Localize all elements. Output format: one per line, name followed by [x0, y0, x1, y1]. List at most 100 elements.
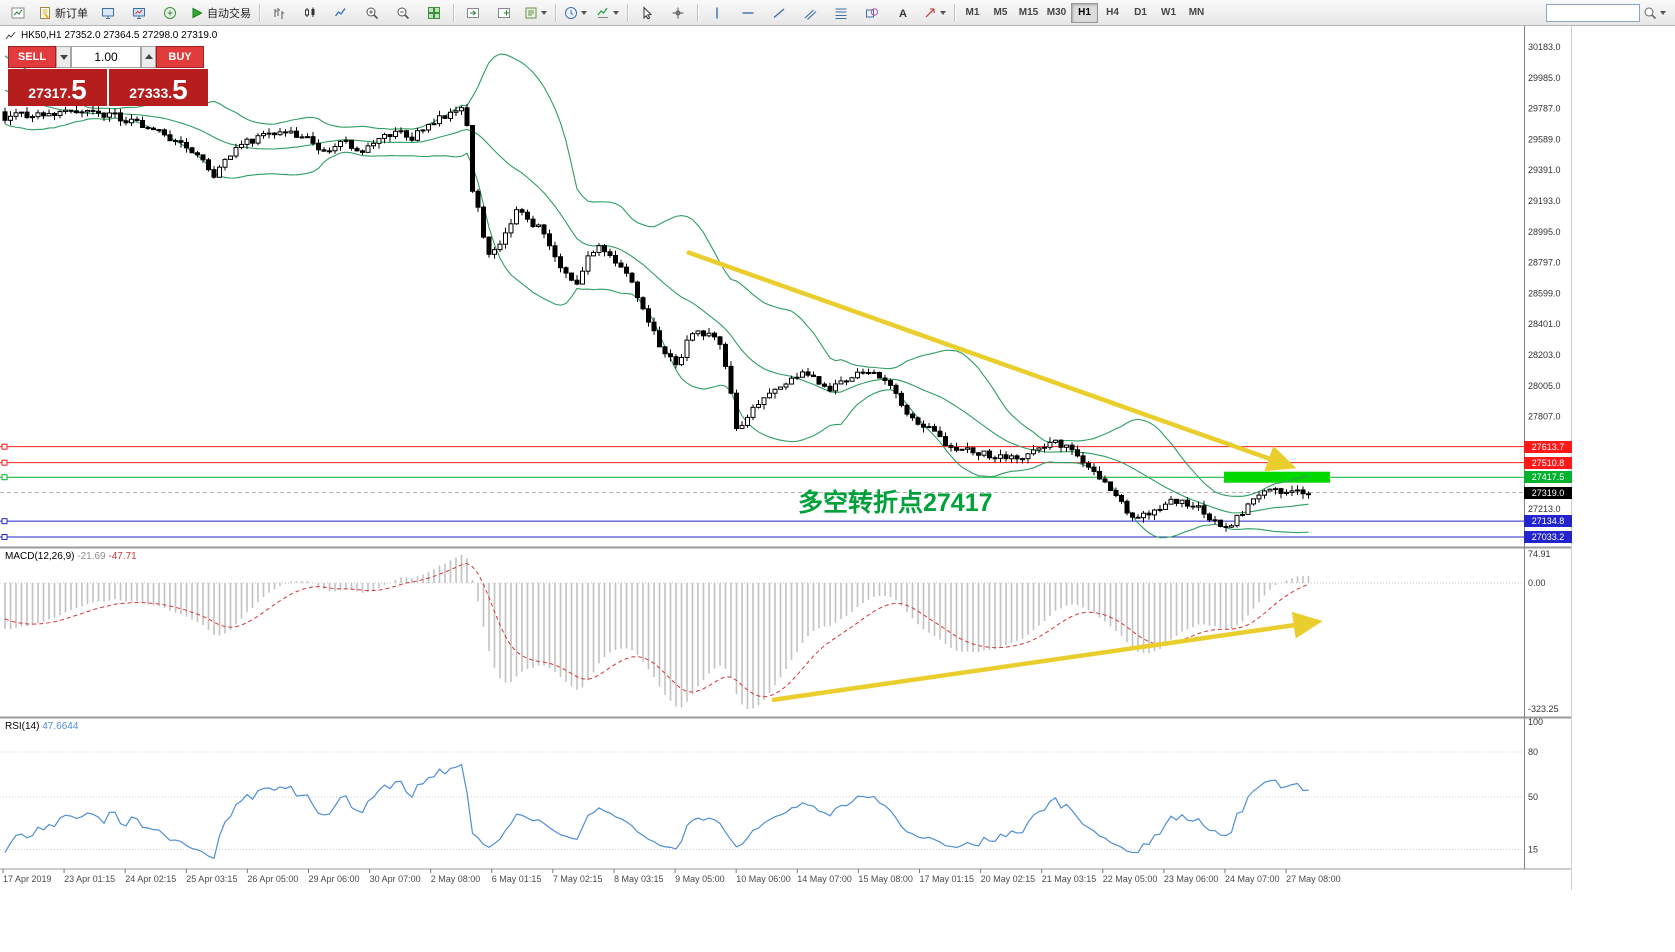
svg-text:29391.0: 29391.0: [1528, 165, 1561, 175]
svg-text:28401.0: 28401.0: [1528, 319, 1561, 329]
text-label-button[interactable]: A: [888, 2, 918, 24]
support-line-upper-badge: 27134.8: [1524, 515, 1572, 528]
buy-button[interactable]: BUY: [156, 46, 204, 68]
macd-signal-value: -47.71: [108, 551, 137, 562]
svg-text:29193.0: 29193.0: [1528, 196, 1561, 206]
svg-text:27807.0: 27807.0: [1528, 412, 1561, 422]
vertical-line-button[interactable]: [702, 2, 732, 24]
support-line-lower-handle[interactable]: [1, 533, 8, 540]
timeframe-button-M1[interactable]: M1: [965, 7, 980, 18]
trend-arrow-macd[interactable]: [771, 611, 1323, 703]
indicators-button[interactable]: [592, 2, 623, 24]
chart-canvas[interactable]: 30183.0 29985.0 29787.0 29589.0 29391.0 29193…: [0, 26, 1675, 952]
arrows-button[interactable]: [919, 2, 950, 24]
buy-price-big-digit: 5: [172, 74, 188, 105]
vline-icon: [716, 7, 718, 18]
sell-price-panel[interactable]: 27317. 5: [8, 69, 107, 106]
search-input[interactable]: [1546, 3, 1640, 22]
volume-up-button[interactable]: [141, 46, 156, 68]
zoom-in-button[interactable]: [357, 2, 387, 24]
auto-scroll-button[interactable]: [489, 2, 519, 24]
tile-windows-button[interactable]: [419, 2, 449, 24]
newchart-icon: [11, 7, 25, 18]
svg-text:29 Apr 06:00: 29 Apr 06:00: [309, 874, 360, 884]
resistance-line-lower-handle[interactable]: [1, 459, 8, 466]
svg-text:8 May 03:15: 8 May 03:15: [614, 874, 664, 884]
templates-button[interactable]: [520, 2, 551, 24]
volume-input[interactable]: [71, 46, 141, 68]
horizontal-line-button[interactable]: [733, 2, 763, 24]
pivot-line-badge: 27417.5: [1524, 471, 1572, 484]
timeframe-button-W1[interactable]: W1: [1161, 7, 1176, 18]
trendline-button[interactable]: [764, 2, 794, 24]
pane-separator[interactable]: [0, 546, 1572, 549]
chart-shift-button[interactable]: [458, 2, 488, 24]
volume-down-button[interactable]: [56, 46, 71, 68]
channel-button[interactable]: [795, 2, 825, 24]
timeframe-button-D1[interactable]: D1: [1134, 7, 1147, 18]
buy-price-panel[interactable]: 27333. 5: [109, 69, 208, 106]
timeframe-button-M5[interactable]: M5: [993, 7, 1008, 18]
timeframe-button-M30[interactable]: M30: [1046, 7, 1067, 18]
macd-indicator: [0, 554, 1524, 709]
svg-text:A: A: [899, 8, 907, 20]
search-icon[interactable]: [1643, 6, 1657, 20]
pivot-annotation-text[interactable]: 多空转折点27417: [798, 489, 993, 517]
autotrading-button-label: 自动交易: [207, 7, 251, 20]
data-window-button[interactable]: [124, 2, 154, 24]
toolbar: 新订单 自动交易 A M1 M5 M15 M30 H1 H4 D1 W1 MN: [0, 0, 1675, 26]
cursor-icon: [643, 5, 653, 19]
zoom-out-button[interactable]: [388, 2, 418, 24]
fibo-icon: [835, 8, 847, 19]
svg-text:27 May 08:00: 27 May 08:00: [1286, 874, 1341, 884]
resistance-line-upper-handle[interactable]: [1, 443, 8, 450]
trend-arrow-main[interactable]: [686, 249, 1297, 472]
new-order-button[interactable]: 新订单: [34, 2, 92, 24]
timeframe-button-H1[interactable]: H1: [1071, 2, 1098, 23]
pivot-line-handle[interactable]: [1, 474, 8, 481]
bar-chart-button[interactable]: [264, 2, 294, 24]
time-scale[interactable]: 17 Apr 2019 23 Apr 01:15 24 Apr 02:15 25 Ap…: [2, 869, 1341, 884]
support-line-upper-handle[interactable]: [1, 518, 8, 525]
timeframe-button-H4[interactable]: H4: [1106, 7, 1119, 18]
candlestick-chart-button[interactable]: [295, 2, 325, 24]
cursor-button[interactable]: [632, 2, 662, 24]
macd-value: -21.69: [77, 551, 106, 562]
trend-arrows: [686, 249, 1323, 703]
shapes-button[interactable]: [857, 2, 887, 24]
bollinger-bands: [4, 53, 1309, 539]
terminal-button[interactable]: [155, 2, 185, 24]
linechart-icon: [334, 7, 346, 16]
candlesticks: [2, 104, 1311, 532]
periods-button[interactable]: [560, 2, 591, 24]
svg-text:30183.0: 30183.0: [1528, 42, 1561, 52]
price-scale[interactable]: 30183.0 29985.0 29787.0 29589.0 29391.0 29193…: [1528, 42, 1561, 855]
timeframe-button-MN[interactable]: MN: [1188, 7, 1205, 18]
svg-text:27213.0: 27213.0: [1528, 504, 1561, 514]
pane-separator[interactable]: [0, 716, 1572, 719]
arrows-icon: [925, 7, 935, 17]
sell-button[interactable]: SELL: [8, 46, 56, 68]
svg-text:29589.0: 29589.0: [1528, 134, 1561, 144]
svg-text:80: 80: [1528, 747, 1538, 757]
chart-area[interactable]: [0, 26, 1524, 546]
market-watch-button[interactable]: [93, 2, 123, 24]
symbol-ohlc-text: HK50,H1 27352.0 27364.5 27298.0 27319.0: [21, 30, 218, 41]
new-chart-button[interactable]: [3, 2, 33, 24]
svg-text:24 Apr 02:15: 24 Apr 02:15: [125, 874, 176, 884]
svg-text:28005.0: 28005.0: [1528, 381, 1561, 391]
fibonacci-button[interactable]: [826, 2, 856, 24]
line-chart-button[interactable]: [326, 2, 356, 24]
toolbar-separator: [697, 3, 698, 22]
resistance-line-lower-badge: 27510.8: [1524, 456, 1572, 469]
search-dropdown-icon[interactable]: [1660, 11, 1666, 18]
sell-price-big-digit: 5: [71, 74, 87, 105]
svg-text:28995.0: 28995.0: [1528, 227, 1561, 237]
crosshair-button[interactable]: [663, 2, 693, 24]
highlight-zone[interactable]: [1224, 471, 1330, 483]
dropdown-arrow-icon: [541, 11, 547, 18]
svg-text:26 Apr 05:00: 26 Apr 05:00: [247, 874, 298, 884]
toolbar-separator: [627, 3, 628, 22]
autotrading-button[interactable]: 自动交易: [186, 2, 255, 24]
timeframe-button-M15[interactable]: M15: [1018, 7, 1039, 18]
